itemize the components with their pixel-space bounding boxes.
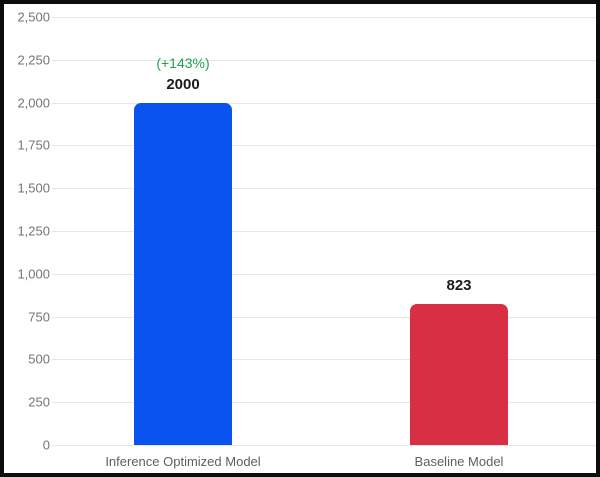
bar-chart: 0 250 500 750 1,000 1,250 1,500 1,750 2,000 2,250… <box>4 4 596 473</box>
y-gridline <box>52 359 596 361</box>
y-tick-label: 2,250 <box>17 52 50 68</box>
x-category-label: Inference Optimized Model <box>105 454 261 469</box>
y-gridline <box>52 59 596 61</box>
y-gridline <box>52 231 596 232</box>
y-tick-label: 500 <box>28 351 50 367</box>
bar-inference-optimized <box>134 103 232 445</box>
y-gridline <box>52 17 596 18</box>
bar-value-label: 2000 <box>166 76 200 93</box>
y-tick-label: 250 <box>28 394 50 410</box>
bar-value-label: 823 <box>446 277 472 294</box>
y-gridline <box>52 316 596 318</box>
y-gridline <box>52 102 596 104</box>
y-gridline <box>52 402 596 404</box>
y-tick-label: 1,750 <box>17 137 50 153</box>
y-gridline <box>52 145 596 147</box>
bar-annotation-label: (+143%) <box>156 55 210 71</box>
y-tick-label: 2,500 <box>17 9 50 25</box>
y-tick-label: 0 <box>42 437 50 453</box>
y-gridline <box>52 273 596 275</box>
y-gridline <box>52 188 596 190</box>
y-gridline <box>52 445 596 446</box>
y-tick-label: 750 <box>28 309 50 325</box>
y-tick-label: 1,000 <box>17 266 50 282</box>
bar-baseline <box>410 304 508 445</box>
x-category-label: Baseline Model <box>414 454 504 469</box>
y-tick-label: 1,250 <box>17 223 50 239</box>
y-tick-label: 1,500 <box>17 180 50 196</box>
y-tick-label: 2,000 <box>17 95 50 111</box>
